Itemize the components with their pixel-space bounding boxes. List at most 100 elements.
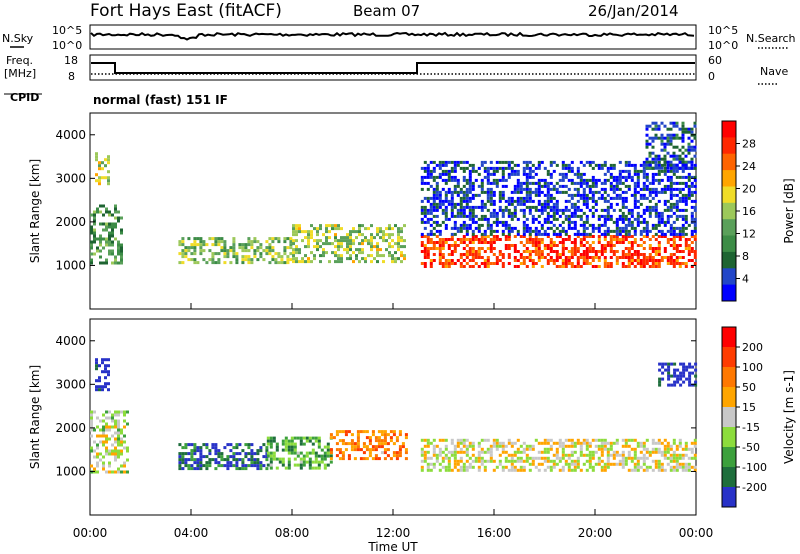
power-cell <box>432 166 436 170</box>
power-cell <box>486 256 490 259</box>
velocity-cell <box>661 371 665 375</box>
power-cell <box>477 241 481 244</box>
power-cell <box>468 223 472 227</box>
power-cell <box>606 232 610 236</box>
power-cell <box>636 205 640 209</box>
power-cell <box>681 226 685 230</box>
power-cell <box>453 190 457 194</box>
velocity-cell <box>114 422 117 426</box>
power-cell <box>202 258 206 262</box>
power-cell <box>241 243 245 247</box>
velocity-cell <box>281 439 285 443</box>
velocity-cell <box>296 436 300 440</box>
velocity-cell <box>468 441 472 445</box>
velocity-cell <box>663 444 667 448</box>
power-cell <box>666 163 670 167</box>
velocity-cell <box>226 464 230 468</box>
power-cell <box>582 226 586 230</box>
power-cell <box>603 214 607 218</box>
power-cell <box>184 255 188 259</box>
velocity-cell <box>401 445 405 449</box>
power-cell <box>576 172 580 176</box>
power-cell <box>606 205 610 209</box>
freq-label: Freq. <box>6 54 33 67</box>
power-cell <box>117 261 120 265</box>
power-cell <box>516 163 520 167</box>
power-cell <box>660 220 664 224</box>
power-cell <box>618 226 622 230</box>
velocity-cell <box>582 462 586 466</box>
power-cell <box>543 166 547 170</box>
power-cell <box>591 247 595 250</box>
velocity-cell <box>383 430 387 434</box>
power-cell <box>456 244 460 247</box>
velocity-cell <box>684 441 688 445</box>
power-cell <box>534 253 538 256</box>
power-cell <box>462 226 466 230</box>
power-cell <box>693 229 697 233</box>
power-cell <box>528 250 532 253</box>
power-cell <box>447 244 451 247</box>
power-cell <box>105 261 108 265</box>
velocity-cell <box>516 459 520 463</box>
power-cell <box>426 172 430 176</box>
velocity-cell <box>108 410 111 414</box>
power-cell <box>456 238 460 241</box>
power-cell <box>690 193 694 197</box>
velocity-cell <box>299 460 303 464</box>
velocity-cell <box>501 465 505 469</box>
power-cell <box>597 256 601 259</box>
power-cell <box>624 226 628 230</box>
velocity-cell <box>594 462 598 466</box>
power-cell <box>681 133 685 137</box>
power-cell <box>331 242 334 246</box>
power-cell <box>612 235 616 238</box>
velocity-cell <box>658 380 662 384</box>
power-cell <box>690 214 694 218</box>
power-cell <box>426 232 430 236</box>
velocity-cell <box>108 425 111 429</box>
power-cell <box>657 163 661 167</box>
power-cell <box>334 236 337 240</box>
power-cell <box>444 169 448 173</box>
velocity-cell <box>444 453 448 457</box>
power-cell <box>675 205 679 209</box>
velocity-cell <box>676 377 680 381</box>
power-cell <box>648 160 652 164</box>
power-cell <box>663 124 667 128</box>
power-cell <box>447 262 451 265</box>
velocity-cell <box>519 456 523 460</box>
power-cell <box>633 217 637 221</box>
power-cell <box>459 253 463 256</box>
velocity-cell <box>483 465 487 469</box>
velocity-cell <box>483 450 487 454</box>
velocity-cell <box>250 452 254 456</box>
power-cell <box>486 169 490 173</box>
velocity-cell <box>114 425 117 429</box>
velocity-cell <box>253 464 257 468</box>
x-tick-label: 08:00 <box>275 526 310 540</box>
power-cell <box>537 208 541 212</box>
velocity-cell <box>95 361 98 365</box>
colorbar-swatch <box>722 387 736 408</box>
velocity-cell <box>265 458 269 462</box>
power-cell <box>675 121 679 125</box>
power-cell <box>120 252 123 256</box>
power-cell <box>651 235 655 238</box>
power-cell <box>441 211 445 215</box>
power-cell <box>534 262 538 265</box>
velocity-cell <box>657 459 661 463</box>
velocity-cell <box>329 448 333 452</box>
power-cell <box>642 184 646 188</box>
power-cell <box>585 262 589 265</box>
power-cell <box>615 232 619 236</box>
power-cell <box>645 196 649 200</box>
power-cell <box>570 166 574 170</box>
velocity-cell <box>290 445 294 449</box>
power-cell <box>612 166 616 170</box>
power-cell <box>636 250 640 253</box>
power-cell <box>268 237 272 241</box>
power-cell <box>570 202 574 206</box>
velocity-cell <box>675 465 679 469</box>
velocity-cell <box>202 455 206 459</box>
